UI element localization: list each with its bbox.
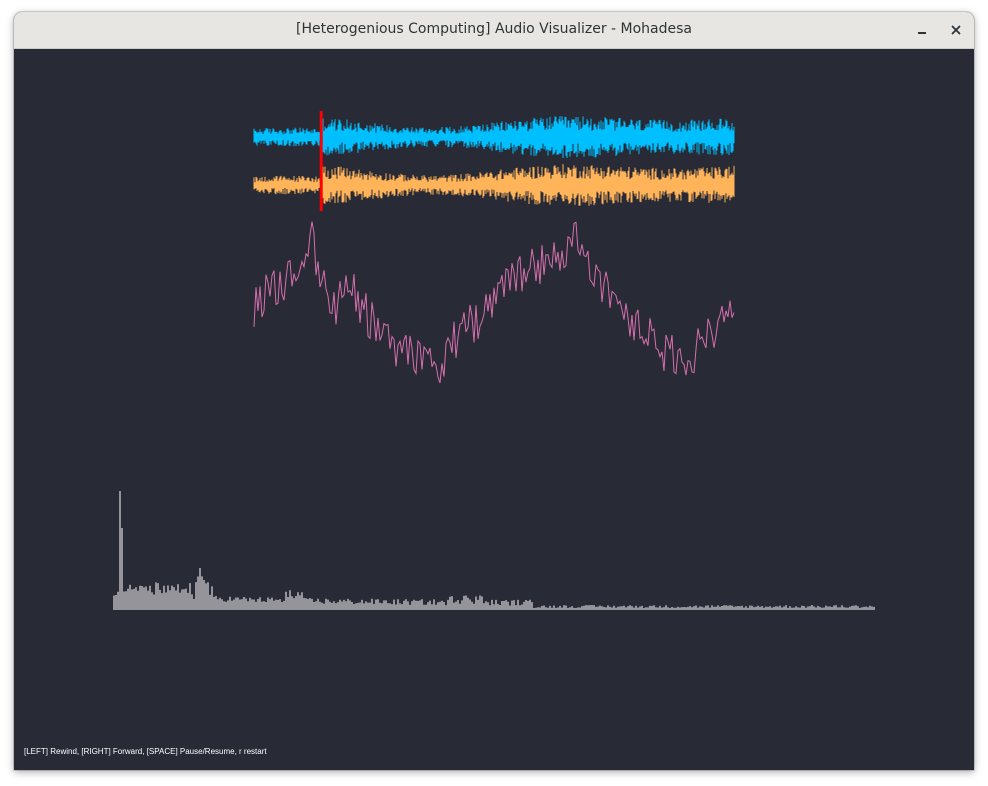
visualizer-canvas[interactable]: [LEFT] Rewind, [RIGHT] Forward, [SPACE] … [14, 49, 974, 770]
keyboard-help-text: [LEFT] Rewind, [RIGHT] Forward, [SPACE] … [24, 747, 267, 756]
wave-right-path [253, 164, 735, 206]
visualizer-svg [113, 111, 875, 610]
title-bar[interactable]: [Heterogenious Computing] Audio Visualiz… [14, 12, 974, 49]
envelope-trace [253, 221, 735, 384]
app-window: [Heterogenious Computing] Audio Visualiz… [14, 12, 974, 770]
window-title: [Heterogenious Computing] Audio Visualiz… [295, 21, 693, 37]
frequency-spectrum [113, 491, 875, 610]
minimize-icon [918, 32, 926, 34]
waveform-left-channel [253, 116, 735, 158]
close-button[interactable] [944, 18, 968, 42]
minimize-button[interactable] [910, 18, 934, 42]
close-icon [951, 25, 961, 35]
wave-left-path [253, 116, 735, 158]
waveform-right-channel [253, 164, 735, 206]
